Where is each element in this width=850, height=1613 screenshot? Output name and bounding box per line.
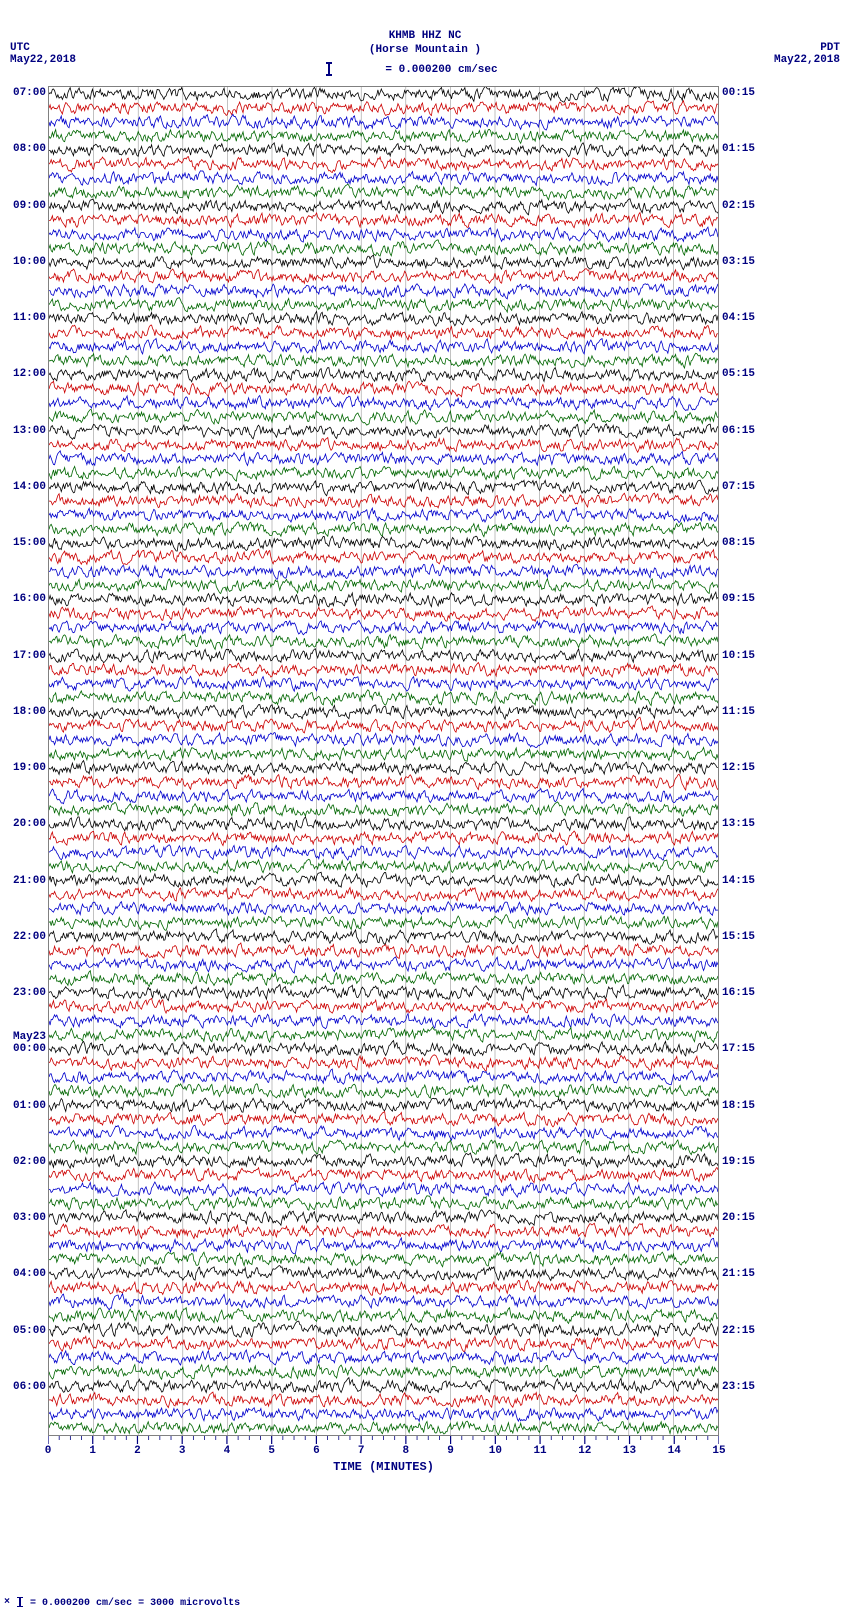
pdt-hour-label: 17:15	[722, 1043, 755, 1055]
footer-text: = 0.000200 cm/sec = 3000 microvolts	[30, 1598, 240, 1609]
pdt-hour-label: 02:15	[722, 200, 755, 212]
utc-hour-label: 03:00	[13, 1212, 46, 1224]
utc-hour-label: 20:00	[13, 818, 46, 830]
helicorder-svg	[49, 87, 718, 1435]
x-tick-label: 10	[489, 1445, 502, 1457]
utc-hour-label: 23:00	[13, 987, 46, 999]
utc-hour-label: 21:00	[13, 875, 46, 887]
scale-label: = 0.000200 cm/sec	[0, 64, 850, 76]
utc-hour-label: 19:00	[13, 762, 46, 774]
utc-hour-label: 13:00	[13, 425, 46, 437]
pdt-hour-label: 09:15	[722, 593, 755, 605]
pdt-hour-label: 04:15	[722, 312, 755, 324]
station-code: KHMB HHZ NC	[0, 30, 850, 42]
utc-day-break-label: May23	[13, 1031, 46, 1043]
pdt-hour-label: 06:15	[722, 425, 755, 437]
pdt-hour-label: 16:15	[722, 987, 755, 999]
pdt-hour-label: 23:15	[722, 1381, 755, 1393]
utc-hour-label: 09:00	[13, 200, 46, 212]
utc-hour-label: 17:00	[13, 650, 46, 662]
x-tick-label: 15	[712, 1445, 725, 1457]
utc-hour-label: 16:00	[13, 593, 46, 605]
x-tick-label: 8	[403, 1445, 410, 1457]
x-tick-label: 6	[313, 1445, 320, 1457]
utc-hour-label: 08:00	[13, 143, 46, 155]
pdt-hour-label: 00:15	[722, 87, 755, 99]
pdt-hour-label: 05:15	[722, 368, 755, 380]
x-tick-label: 13	[623, 1445, 636, 1457]
utc-hour-label: 02:00	[13, 1156, 46, 1168]
utc-hour-label: 11:00	[13, 312, 46, 324]
utc-hour-label: 22:00	[13, 931, 46, 943]
utc-hour-label: 15:00	[13, 537, 46, 549]
pdt-hour-label: 11:15	[722, 706, 755, 718]
footer-marker: ×	[4, 1597, 10, 1608]
x-axis-title: TIME (MINUTES)	[48, 1460, 719, 1474]
footer-scale-bar-icon	[19, 1597, 21, 1607]
utc-hour-label: 00:00	[13, 1043, 46, 1055]
pdt-hour-label: 21:15	[722, 1268, 755, 1280]
x-axis: 0123456789101112131415 TIME (MINUTES)	[48, 1436, 719, 1476]
utc-hour-label: 04:00	[13, 1268, 46, 1280]
x-tick-label: 9	[447, 1445, 454, 1457]
x-tick-label: 2	[134, 1445, 141, 1457]
utc-hour-label: 01:00	[13, 1100, 46, 1112]
x-tick-label: 0	[45, 1445, 52, 1457]
pdt-hour-label: 20:15	[722, 1212, 755, 1224]
pdt-hour-label: 18:15	[722, 1100, 755, 1112]
pdt-hour-label: 01:15	[722, 143, 755, 155]
x-tick-label: 11	[533, 1445, 546, 1457]
pdt-hour-label: 14:15	[722, 875, 755, 887]
pdt-hour-label: 07:15	[722, 481, 755, 493]
pdt-hour-label: 08:15	[722, 537, 755, 549]
utc-hour-label: 12:00	[13, 368, 46, 380]
x-axis-ticks	[48, 1436, 719, 1458]
footer: × = 0.000200 cm/sec = 3000 microvolts	[4, 1597, 240, 1609]
station-name: (Horse Mountain )	[0, 44, 850, 56]
pdt-hour-label: 22:15	[722, 1325, 755, 1337]
x-tick-label: 1	[89, 1445, 96, 1457]
x-tick-label: 4	[224, 1445, 231, 1457]
x-tick-label: 12	[578, 1445, 591, 1457]
x-tick-label: 14	[668, 1445, 681, 1457]
utc-hour-label: 18:00	[13, 706, 46, 718]
pdt-hour-label: 13:15	[722, 818, 755, 830]
pdt-hour-label: 15:15	[722, 931, 755, 943]
pdt-hour-label: 12:15	[722, 762, 755, 774]
pdt-hour-label: 10:15	[722, 650, 755, 662]
x-tick-label: 5	[268, 1445, 275, 1457]
utc-hour-label: 05:00	[13, 1325, 46, 1337]
pdt-hour-label: 19:15	[722, 1156, 755, 1168]
seismogram-container: UTC May22,2018 PDT May22,2018 KHMB HHZ N…	[0, 0, 850, 1613]
x-tick-label: 7	[358, 1445, 365, 1457]
utc-hour-label: 14:00	[13, 481, 46, 493]
helicorder-plot	[48, 86, 719, 1436]
utc-hour-label: 10:00	[13, 256, 46, 268]
pdt-hour-label: 03:15	[722, 256, 755, 268]
x-tick-label: 3	[179, 1445, 186, 1457]
utc-hour-label: 06:00	[13, 1381, 46, 1393]
utc-hour-label: 07:00	[13, 87, 46, 99]
